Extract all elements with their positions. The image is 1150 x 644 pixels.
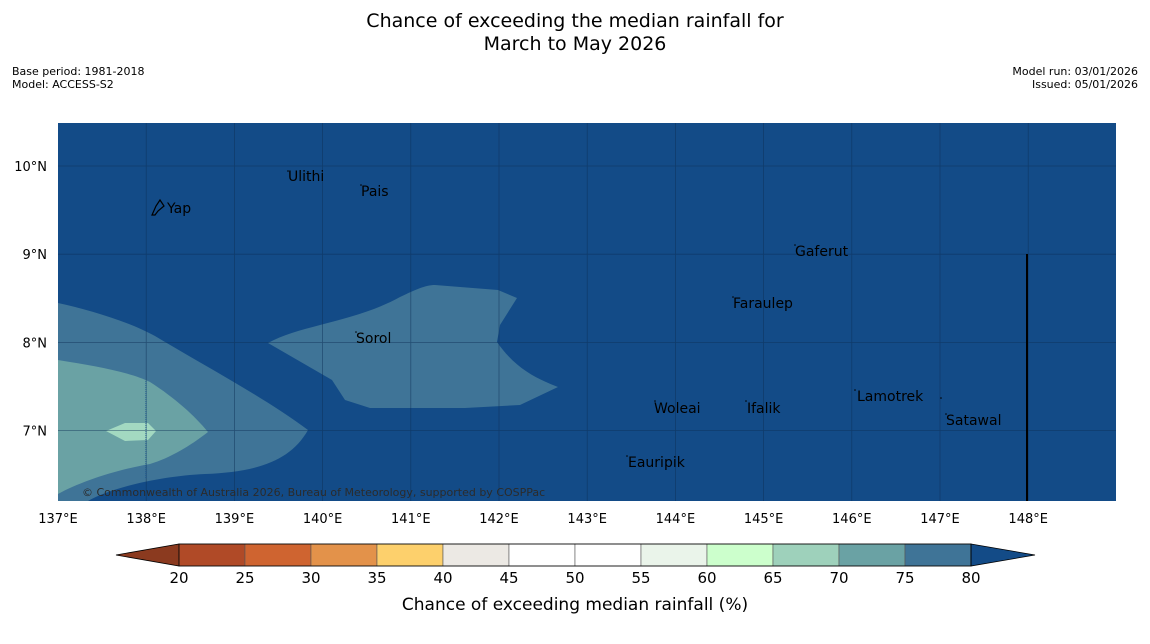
title-line-2: March to May 2026 (483, 33, 667, 55)
model-run-text: Model run: 03/01/2026 (1012, 65, 1138, 78)
colorbar-segment (310, 543, 378, 567)
colorbar-segment (508, 543, 576, 567)
marker-woleai (654, 400, 656, 402)
colorbar-tick-label: 55 (631, 569, 650, 587)
model-text: Model: ACCESS-S2 (12, 78, 114, 91)
colorbar-segment (706, 543, 774, 567)
colorbar-segment (772, 543, 840, 567)
colorbar: 20 25 30 35 40 45 50 55 60 65 70 75 80 (115, 543, 1036, 587)
place-label-woleai: Woleai (654, 401, 701, 417)
lon-tick-label: 141°E (391, 512, 431, 527)
place-label-pais: Pais (361, 184, 389, 200)
lon-tick-label: 142°E (479, 512, 519, 527)
marker-lamotrek (854, 389, 856, 391)
base-period-text: Base period: 1981-2018 (12, 65, 145, 78)
marker-sorol (355, 331, 357, 333)
map-title: Chance of exceeding the median rainfall … (0, 10, 1150, 56)
marker-satawal (945, 413, 947, 415)
longitude-ticks: 137°E 138°E 139°E 140°E 141°E 142°E 143°E 144°E… (38, 512, 1048, 527)
colorbar-tick-label: 65 (763, 569, 782, 587)
place-label-lamotrek: Lamotrek (857, 389, 924, 405)
colorbar-tick-label: 30 (301, 569, 320, 587)
colorbar-frame (178, 543, 972, 567)
place-label-ulithi: Ulithi (288, 169, 324, 185)
colorbar-extend-high (970, 543, 1036, 567)
place-label-gaferut: Gaferut (795, 244, 849, 260)
colorbar-tick-label: 35 (367, 569, 386, 587)
region-75-80-central (268, 285, 558, 408)
marker-ulithi (287, 170, 289, 172)
lon-tick-label: 143°E (567, 512, 607, 527)
lon-tick-label: 140°E (303, 512, 343, 527)
colorbar-tick-label: 70 (829, 569, 848, 587)
marker-pais (360, 184, 362, 186)
marker-gaferut (794, 244, 796, 246)
lat-tick-label: 10°N (14, 160, 47, 175)
place-label-ifalik: Ifalik (747, 401, 781, 417)
lon-tick-label: 144°E (656, 512, 696, 527)
lon-tick-label: 145°E (744, 512, 784, 527)
lon-tick-label: 146°E (832, 512, 872, 527)
yap-island-outline (151, 198, 165, 216)
lon-tick-label: 139°E (215, 512, 255, 527)
colorbar-segment (574, 543, 642, 567)
place-label-yap: Yap (166, 201, 191, 217)
marker-eauripik (626, 455, 628, 457)
lon-tick-label: 148°E (1008, 512, 1048, 527)
place-label-satawal: Satawal (946, 413, 1001, 429)
marker-west-fayu (940, 397, 942, 399)
colorbar-tick-label: 40 (433, 569, 452, 587)
colorbar-label: Chance of exceeding median rainfall (%) (402, 595, 748, 615)
colorbar-segment (178, 543, 246, 567)
lon-tick-label: 138°E (126, 512, 166, 527)
place-label-eauripik: Eauripik (628, 455, 686, 471)
latitude-ticks: 10°N 9°N 8°N 7°N (14, 160, 47, 440)
colorbar-tick-label: 75 (895, 569, 914, 587)
colorbar-segment (376, 543, 444, 567)
lat-tick-label: 9°N (23, 248, 48, 263)
colorbar-segment (904, 543, 972, 567)
colorbar-tick-label: 60 (697, 569, 716, 587)
region-65-70-spot (106, 423, 156, 441)
meta-right: Model run: 03/01/2026 Issued: 05/01/2026 (1012, 65, 1138, 91)
lon-tick-label: 137°E (38, 512, 78, 527)
title-line-1: Chance of exceeding the median rainfall … (366, 10, 784, 32)
place-labels: Ulithi Pais Yap Gaferut Faraulep Sorol L… (166, 169, 1001, 471)
colorbar-tick-label: 80 (961, 569, 980, 587)
colorbar-segment (244, 543, 312, 567)
colorbar-tick-label: 50 (565, 569, 584, 587)
lon-tick-label: 147°E (920, 512, 960, 527)
meta-left: Base period: 1981-2018 Model: ACCESS-S2 (12, 65, 144, 91)
lat-tick-label: 7°N (23, 425, 48, 440)
place-label-faraulep: Faraulep (733, 296, 793, 312)
issued-text: Issued: 05/01/2026 (1031, 78, 1138, 91)
colorbar-tick-label: 25 (235, 569, 254, 587)
colorbar-tick-label: 20 (169, 569, 188, 587)
colorbar-segment (640, 543, 708, 567)
place-markers (287, 170, 947, 457)
marker-ifalik (745, 400, 747, 402)
colorbar-tick-label: 45 (499, 569, 518, 587)
colorbar-extend-low (115, 543, 180, 567)
copyright-text: © Commonwealth of Australia 2026, Bureau… (82, 486, 545, 499)
lat-tick-label: 8°N (23, 336, 48, 351)
place-label-sorol: Sorol (356, 331, 391, 347)
colorbar-segment (838, 543, 906, 567)
colorbar-segment (442, 543, 510, 567)
gridlines (58, 123, 1116, 501)
marker-faraulep (732, 296, 734, 298)
